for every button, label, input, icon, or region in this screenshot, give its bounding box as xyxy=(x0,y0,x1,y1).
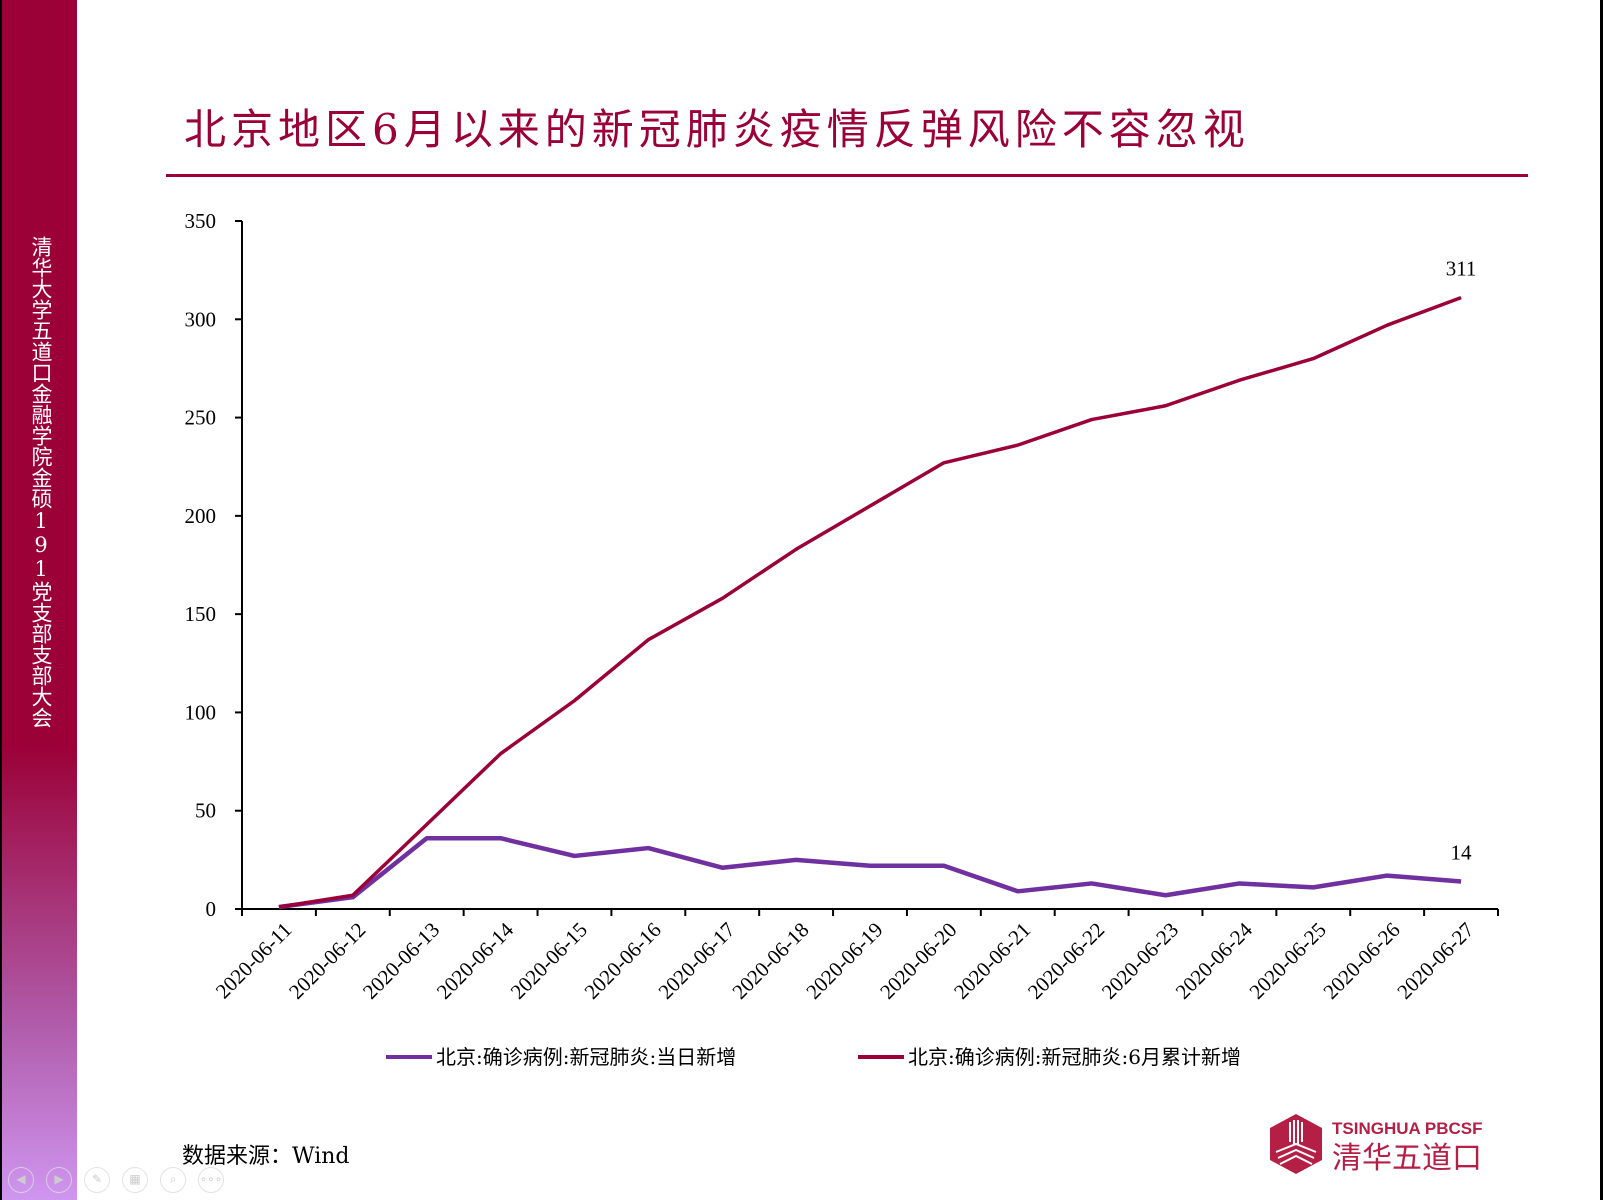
zoom-icon[interactable]: ⌕ xyxy=(160,1167,186,1193)
x-tick-label: 2020-06-11 xyxy=(211,918,297,1004)
title-divider xyxy=(166,174,1528,177)
y-tick-label: 250 xyxy=(185,406,217,430)
x-tick-label: 2020-06-13 xyxy=(358,918,444,1004)
x-tick-label: 2020-06-26 xyxy=(1318,918,1404,1004)
x-tick-label: 2020-06-14 xyxy=(432,917,519,1004)
slide-title: 北京地区6月以来的新冠肺炎疫情反弹风险不容忽视 xyxy=(184,105,1250,154)
x-tick-label: 2020-06-23 xyxy=(1097,918,1183,1004)
x-tick-label: 2020-06-25 xyxy=(1245,918,1331,1004)
previous-icon[interactable]: ◀ xyxy=(8,1167,34,1193)
series-line-0 xyxy=(278,835,1462,910)
y-tick-label: 300 xyxy=(185,307,217,331)
y-tick-label: 350 xyxy=(185,209,217,233)
svg-text:TSINGHUA PBCSF: TSINGHUA PBCSF xyxy=(1332,1119,1483,1138)
legend-label: 北京:确诊病例:新冠肺炎:6月累计新增 xyxy=(908,1045,1241,1069)
y-tick-label: 100 xyxy=(185,700,217,724)
series-line-1 xyxy=(278,296,1462,909)
x-tick-label: 2020-06-24 xyxy=(1171,917,1258,1004)
x-tick-label: 2020-06-12 xyxy=(284,918,370,1004)
sidebar: 清华大学五道口金融学院金硕191党支部支部大会 xyxy=(0,0,77,1200)
legend-label: 北京:确诊病例:新冠肺炎:当日新增 xyxy=(436,1045,736,1069)
x-tick-label: 2020-06-27 xyxy=(1392,918,1478,1004)
y-tick-label: 0 xyxy=(206,897,217,921)
sidebar-title: 清华大学五道口金融学院金硕191党支部支部大会 xyxy=(29,236,53,728)
x-tick-label: 2020-06-16 xyxy=(580,918,666,1004)
tsinghua-pbcsf-logo: TSINGHUA PBCSF 清华五道口 xyxy=(1270,1114,1483,1176)
more-icon[interactable]: ∘∘∘ xyxy=(198,1167,224,1193)
slides-icon[interactable]: ▦ xyxy=(122,1167,148,1193)
window-border xyxy=(1600,0,1603,1200)
y-tick-label: 50 xyxy=(195,799,216,823)
x-tick-label: 2020-06-19 xyxy=(801,918,887,1004)
x-tick-label: 2020-06-20 xyxy=(875,918,961,1004)
end-data-label: 311 xyxy=(1446,257,1477,281)
y-tick-label: 200 xyxy=(185,504,217,528)
data-source: 数据来源：Wind xyxy=(182,1144,350,1169)
pen-icon[interactable]: ✎ xyxy=(84,1167,110,1193)
y-tick-label: 150 xyxy=(185,602,217,626)
svg-text:清华五道口: 清华五道口 xyxy=(1332,1141,1482,1176)
x-tick-label: 2020-06-17 xyxy=(654,918,740,1004)
x-tick-label: 2020-06-15 xyxy=(506,918,592,1004)
end-data-label: 14 xyxy=(1451,840,1473,864)
x-tick-label: 2020-06-21 xyxy=(949,918,1035,1004)
next-icon[interactable]: ▶ xyxy=(46,1167,72,1193)
x-tick-label: 2020-06-22 xyxy=(1023,918,1109,1004)
x-tick-label: 2020-06-18 xyxy=(727,918,813,1004)
